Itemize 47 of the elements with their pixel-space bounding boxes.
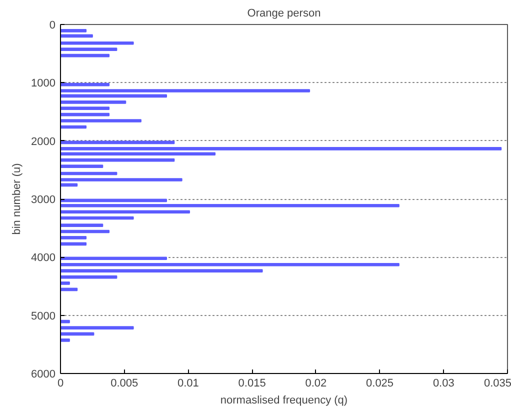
y-tick-label: 0 bbox=[49, 20, 56, 32]
bar bbox=[60, 326, 134, 330]
bar bbox=[60, 216, 134, 220]
y-tick-label: 1000 bbox=[31, 78, 56, 90]
bar bbox=[60, 230, 110, 234]
bar bbox=[60, 94, 168, 98]
bar bbox=[60, 262, 400, 266]
bar bbox=[60, 204, 400, 208]
x-tick-label: 0.01 bbox=[178, 378, 199, 390]
x-tick-label: 0.005 bbox=[110, 378, 138, 390]
bar bbox=[60, 106, 110, 110]
x-tick-label: 0.02 bbox=[305, 378, 327, 390]
bar bbox=[60, 275, 118, 279]
bar bbox=[60, 164, 104, 168]
y-axis-title: bin number (u) bbox=[11, 163, 24, 235]
bar bbox=[60, 82, 110, 86]
bar bbox=[60, 140, 175, 144]
y-tick-label: 3000 bbox=[31, 194, 56, 206]
y-tick-label: 4000 bbox=[31, 252, 56, 264]
bar bbox=[60, 210, 190, 214]
bar bbox=[60, 119, 142, 122]
x-tick-label: 0.015 bbox=[238, 378, 266, 390]
y-tick-label: 5000 bbox=[31, 310, 56, 322]
bar bbox=[60, 89, 310, 92]
bar bbox=[60, 242, 87, 246]
bar bbox=[60, 269, 263, 272]
bar bbox=[60, 100, 126, 104]
bar bbox=[60, 224, 104, 227]
y-tick-label: 2000 bbox=[31, 136, 56, 148]
bar bbox=[60, 236, 87, 240]
bar bbox=[60, 338, 70, 342]
bar bbox=[60, 172, 118, 176]
x-tick-label: 0.03 bbox=[432, 378, 454, 390]
bar bbox=[60, 256, 168, 260]
bar bbox=[60, 158, 175, 162]
x-axis-title: normaslised frequency (q) bbox=[220, 394, 348, 406]
x-tick-label: 0.035 bbox=[484, 378, 511, 390]
bar bbox=[60, 282, 70, 285]
chart-title: Orange person bbox=[247, 8, 321, 20]
bar bbox=[60, 41, 134, 45]
y-tick-label: 6000 bbox=[31, 368, 56, 380]
bar bbox=[60, 48, 118, 51]
x-tick-label: 0 bbox=[57, 378, 64, 390]
bar bbox=[60, 178, 182, 182]
x-tick-label: 0.025 bbox=[366, 378, 394, 390]
bar bbox=[60, 54, 110, 58]
bar bbox=[60, 112, 110, 116]
